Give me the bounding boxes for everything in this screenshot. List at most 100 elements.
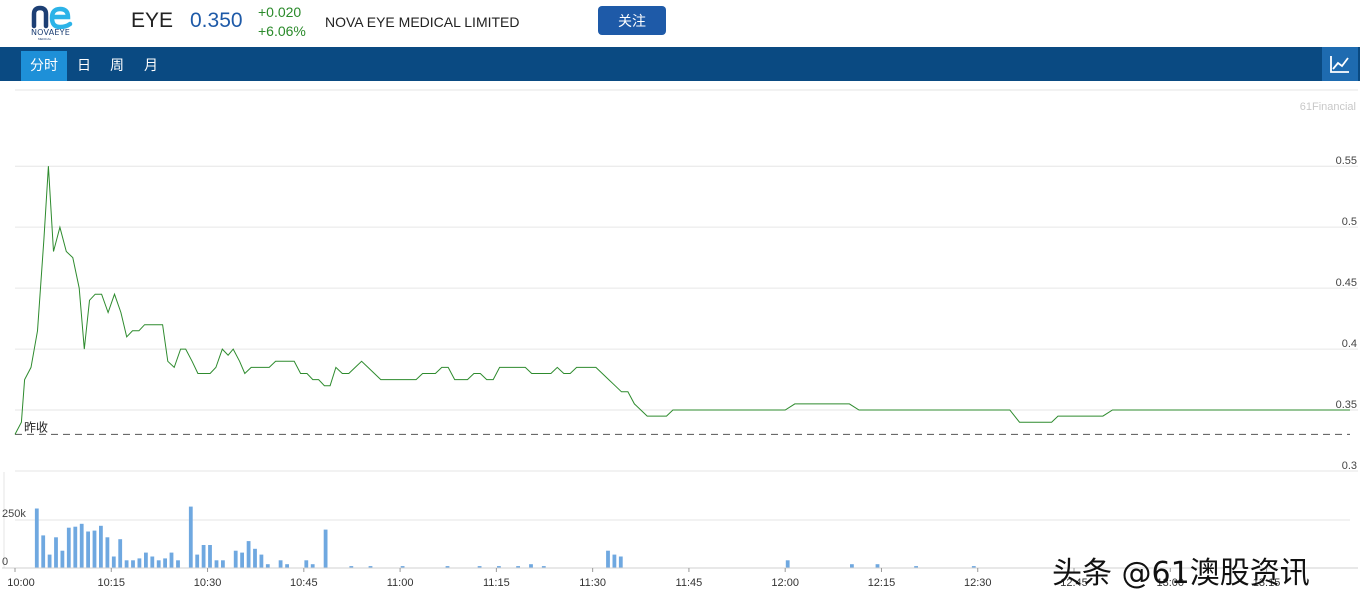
volume-bar (169, 552, 174, 568)
volume-bar (278, 560, 283, 568)
company-logo: NOVAEYE MEDICAL (28, 2, 78, 44)
line-chart-icon (1330, 56, 1349, 73)
price-tick-label: 0.55 (1336, 155, 1357, 167)
volume-bar (201, 545, 206, 568)
logo-subtext: MEDICAL (38, 37, 52, 41)
volume-bar (265, 564, 270, 568)
volume-bar (208, 545, 212, 568)
price-tick-label: 0.35 (1336, 399, 1357, 411)
volume-bar (368, 566, 373, 568)
volume-bar (163, 558, 167, 568)
chart-type-button[interactable] (1322, 47, 1358, 81)
previous-close-label: 昨收 (24, 420, 48, 434)
ticker-symbol: EYE (131, 9, 174, 32)
volume-bar (176, 560, 180, 568)
follow-button[interactable]: 关注 (598, 6, 666, 35)
volume-bar (214, 560, 219, 568)
volume-bar (253, 548, 257, 568)
volume-bar (349, 566, 354, 568)
tab-weekly[interactable]: 周 (110, 58, 124, 74)
volume-bar (606, 550, 610, 568)
last-price: 0.350 (190, 9, 243, 32)
volume-bar (137, 558, 142, 568)
volume-bar (850, 564, 854, 568)
volume-tick-label: 0 (2, 556, 8, 568)
volume-bar (118, 539, 123, 568)
volume-bar (875, 564, 880, 568)
volume-axis-ticks: 0 250k (2, 508, 26, 568)
time-tick-label: 12:45 (1060, 577, 1088, 589)
volume-bar (304, 560, 309, 568)
volume-bar (195, 554, 200, 568)
volume-bar (785, 560, 790, 568)
volume-bar (246, 541, 251, 568)
price-tick-label: 0.5 (1342, 216, 1357, 228)
time-tick-label: 11:45 (676, 577, 703, 589)
time-tick-label: 10:30 (194, 577, 222, 589)
volume-bar (99, 525, 103, 568)
volume-bar (73, 526, 78, 568)
time-tick-label: 10:00 (7, 577, 35, 589)
volume-bar (618, 556, 623, 568)
time-tick-label: 12:00 (771, 577, 799, 589)
volume-bar (497, 566, 501, 568)
time-tick-label: 11:00 (387, 577, 414, 589)
volume-bar (914, 566, 918, 568)
time-tick-label: 13:00 (1157, 577, 1185, 589)
volume-bar (150, 556, 155, 568)
price-tick-label: 0.3 (1342, 460, 1357, 472)
volume-bar (529, 564, 533, 568)
company-name: NOVA EYE MEDICAL LIMITED (325, 14, 520, 30)
time-tick-label: 11:30 (579, 577, 606, 589)
logo-icon (31, 5, 73, 30)
volume-bar (400, 566, 405, 568)
change-absolute: +0.020 (258, 4, 302, 20)
time-tick-label: 12:30 (964, 577, 992, 589)
volume-bar (41, 535, 46, 568)
time-tick-label: 10:45 (290, 577, 318, 589)
tab-daily[interactable]: 日 (77, 58, 91, 74)
time-tick-label: 12:15 (868, 577, 896, 589)
intraday-chart: 61Financial 0.35 0.4 0.45 0.5 0.55 0.3 昨收 0 25… (2, 89, 1358, 589)
volume-bar (131, 560, 135, 568)
volume-bar (445, 566, 450, 568)
volume-bar (221, 560, 225, 568)
price-tick-label: 0.4 (1342, 338, 1357, 350)
quote-header: NOVAEYE MEDICAL EYE 0.350 +0.020 +6.06% … (0, 0, 1360, 47)
volume-bar (60, 550, 65, 568)
time-tick-label: 10:15 (98, 577, 126, 589)
volume-bar (541, 566, 546, 568)
volume-bar (111, 556, 116, 568)
source-label: 61Financial (1300, 101, 1356, 113)
price-line (14, 166, 1350, 435)
price-axis-ticks: 0.35 0.4 0.45 0.5 0.55 0.3 (1336, 155, 1357, 472)
volume-bar (79, 523, 84, 568)
tab-monthly[interactable]: 月 (144, 58, 158, 74)
logo-text: NOVAEYE (31, 28, 70, 37)
volume-bar (477, 566, 482, 568)
volume-bar (66, 527, 71, 568)
volume-bar (188, 506, 193, 568)
volume-bar (612, 554, 617, 568)
volume-bar (34, 508, 39, 568)
tab-intraday[interactable]: 分时 (21, 51, 67, 81)
price-grid (15, 89, 1358, 472)
volume-bar (124, 560, 129, 568)
period-tab-bar: 分时 日 周 月 (0, 47, 1360, 81)
time-tick-label: 11:15 (483, 577, 510, 589)
volume-bar (516, 566, 520, 568)
volume-bar (156, 560, 161, 568)
volume-bar (86, 531, 90, 568)
volume-bar (54, 537, 58, 568)
change-percent: +6.06% (258, 23, 306, 39)
volume-bar (92, 530, 97, 568)
volume-bar (105, 537, 110, 568)
time-tick-label: 13:15 (1253, 577, 1281, 589)
volume-bar (971, 566, 976, 568)
volume-bars (34, 506, 976, 568)
volume-bar (259, 554, 264, 568)
volume-bar (144, 552, 148, 568)
price-change: +0.020 +6.06% (258, 3, 306, 41)
volume-bar (240, 552, 244, 568)
volume-bar (47, 554, 52, 568)
